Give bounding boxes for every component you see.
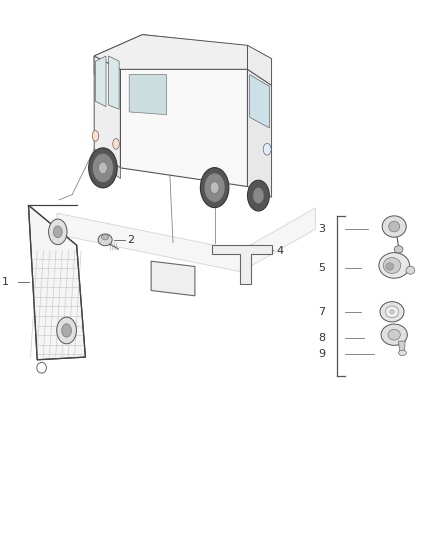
Ellipse shape: [379, 253, 410, 278]
Ellipse shape: [92, 131, 99, 141]
Ellipse shape: [386, 263, 394, 270]
Ellipse shape: [389, 221, 399, 232]
Ellipse shape: [88, 148, 117, 188]
Polygon shape: [28, 205, 85, 360]
Polygon shape: [94, 56, 120, 168]
Polygon shape: [120, 69, 247, 187]
Ellipse shape: [390, 310, 394, 314]
Ellipse shape: [399, 350, 406, 356]
Polygon shape: [129, 75, 166, 115]
Ellipse shape: [53, 226, 62, 238]
Text: 1: 1: [2, 278, 9, 287]
Text: 4: 4: [276, 246, 283, 255]
Polygon shape: [250, 75, 269, 128]
Text: 7: 7: [318, 307, 325, 317]
Text: 9: 9: [318, 350, 325, 359]
Ellipse shape: [380, 302, 404, 322]
Ellipse shape: [253, 188, 264, 204]
Ellipse shape: [204, 173, 225, 203]
Polygon shape: [94, 35, 247, 69]
Ellipse shape: [210, 182, 219, 193]
Ellipse shape: [49, 219, 67, 245]
Ellipse shape: [383, 257, 401, 273]
Ellipse shape: [200, 167, 229, 207]
Ellipse shape: [263, 143, 271, 155]
Text: 5: 5: [318, 263, 325, 272]
Ellipse shape: [247, 180, 269, 211]
Text: 2: 2: [127, 235, 134, 245]
Ellipse shape: [98, 234, 112, 246]
Ellipse shape: [388, 329, 400, 340]
Polygon shape: [399, 341, 405, 354]
Polygon shape: [94, 149, 120, 179]
Ellipse shape: [92, 153, 113, 182]
Polygon shape: [151, 261, 195, 296]
Ellipse shape: [99, 162, 107, 174]
Polygon shape: [95, 56, 106, 107]
Ellipse shape: [113, 139, 119, 149]
Ellipse shape: [394, 246, 403, 253]
Polygon shape: [247, 45, 272, 85]
Polygon shape: [57, 208, 315, 272]
Ellipse shape: [406, 266, 415, 274]
Ellipse shape: [62, 324, 71, 337]
Ellipse shape: [385, 306, 399, 318]
Polygon shape: [94, 35, 247, 83]
Ellipse shape: [102, 235, 109, 240]
Text: 8: 8: [318, 334, 325, 343]
Polygon shape: [212, 245, 272, 284]
Polygon shape: [247, 69, 272, 197]
Ellipse shape: [57, 317, 76, 344]
Ellipse shape: [382, 216, 406, 237]
Text: 3: 3: [318, 224, 325, 234]
Ellipse shape: [381, 324, 407, 345]
Polygon shape: [109, 56, 119, 109]
